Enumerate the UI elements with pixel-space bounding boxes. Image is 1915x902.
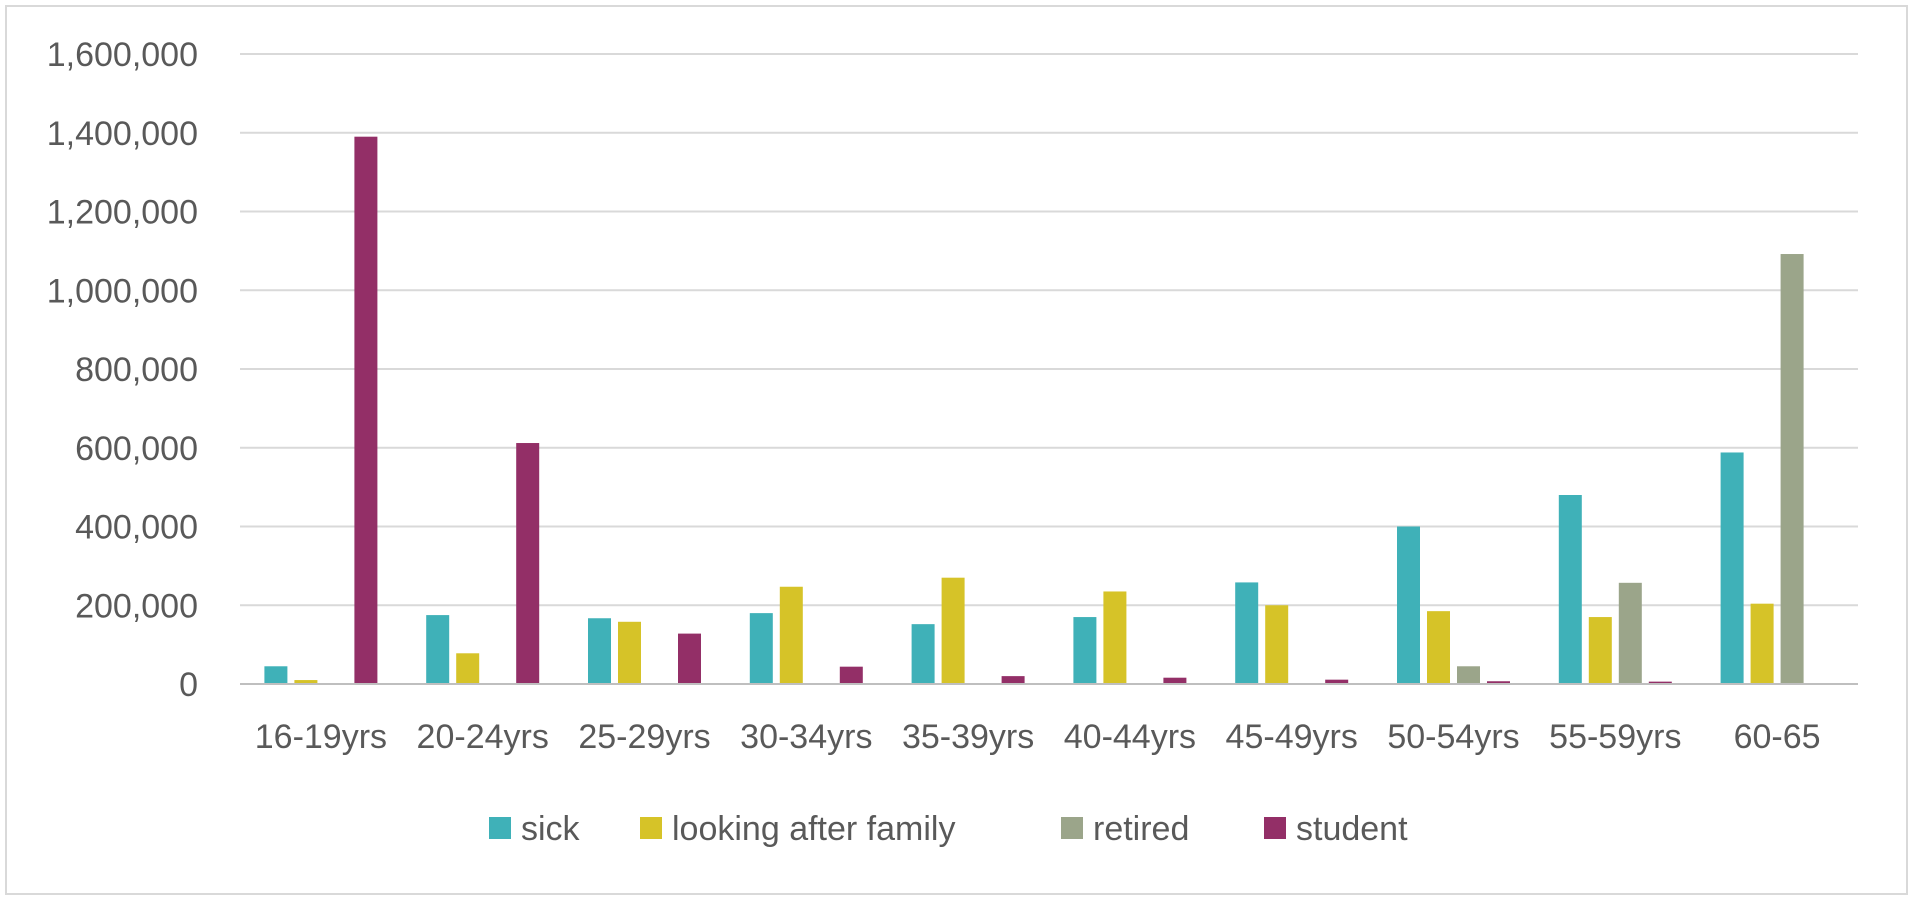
bars — [264, 136, 1804, 684]
legend: sick looking after family retired student — [489, 810, 1408, 848]
legend-swatch — [1061, 817, 1083, 839]
x-tick-label: 16-19yrs — [255, 718, 387, 756]
x-tick-label: 55-59yrs — [1549, 718, 1681, 756]
bar-looking-after-family-35-39yrs — [941, 577, 965, 684]
x-tick-label: 45-49yrs — [1226, 718, 1358, 756]
bar-retired-55-59yrs — [1618, 582, 1642, 684]
bar-sick-25-29yrs — [588, 618, 611, 684]
y-tick-label: 400,000 — [75, 509, 198, 547]
legend-item-student: student — [1264, 810, 1408, 848]
bar-student-50-54yrs — [1487, 681, 1510, 684]
chart-frame — [5, 5, 1908, 895]
bar-sick-30-34yrs — [749, 613, 773, 684]
bar-sick-55-59yrs — [1558, 495, 1582, 684]
y-tick-label: 800,000 — [75, 351, 198, 389]
bar-retired-60-65 — [1780, 254, 1804, 684]
y-tick-label: 200,000 — [75, 587, 198, 625]
y-tick-label: 600,000 — [75, 430, 198, 468]
x-tick-label: 25-29yrs — [578, 718, 710, 756]
bar-sick-45-49yrs — [1235, 582, 1259, 684]
y-tick-label: 0 — [179, 666, 198, 704]
bar-retired-50-54yrs — [1457, 666, 1480, 684]
bar-looking-after-family-30-34yrs — [779, 586, 803, 684]
x-tick-label: 40-44yrs — [1064, 718, 1196, 756]
x-tick-label: 50-54yrs — [1387, 718, 1519, 756]
legend-label: student — [1296, 810, 1408, 848]
legend-swatch — [1264, 817, 1286, 839]
bar-looking-after-family-16-19yrs — [294, 680, 318, 684]
bar-sick-50-54yrs — [1397, 526, 1420, 684]
y-tick-label: 1,200,000 — [47, 194, 198, 232]
x-tick-label: 60-65 — [1734, 718, 1821, 756]
bar-looking-after-family-20-24yrs — [456, 653, 480, 684]
legend-item-retired: retired — [1061, 810, 1189, 848]
x-tick-label: 35-39yrs — [902, 718, 1034, 756]
bar-student-25-29yrs — [678, 633, 701, 684]
bar-looking-after-family-60-65 — [1750, 603, 1774, 684]
legend-swatch — [640, 817, 662, 839]
bar-looking-after-family-45-49yrs — [1265, 605, 1289, 684]
y-tick-label: 1,600,000 — [47, 36, 198, 74]
bar-looking-after-family-50-54yrs — [1427, 611, 1450, 684]
bar-looking-after-family-40-44yrs — [1103, 591, 1127, 684]
bar-student-55-59yrs — [1648, 681, 1672, 684]
y-tick-label: 1,000,000 — [47, 272, 198, 310]
bar-looking-after-family-25-29yrs — [618, 621, 641, 684]
y-axis-tick-labels: 0 200,000 400,000 600,000 800,000 1,000,000 1,… — [47, 36, 198, 704]
bar-student-35-39yrs — [1001, 676, 1025, 684]
x-tick-label: 20-24yrs — [417, 718, 549, 756]
bar-student-45-49yrs — [1325, 679, 1349, 684]
bar-student-20-24yrs — [516, 443, 540, 684]
legend-label: retired — [1093, 810, 1189, 848]
legend-label: looking after family — [672, 810, 955, 848]
y-tick-label: 1,400,000 — [47, 115, 198, 153]
bar-sick-40-44yrs — [1073, 617, 1097, 684]
bar-sick-60-65 — [1720, 452, 1744, 684]
bar-student-30-34yrs — [839, 666, 863, 684]
legend-swatch — [489, 817, 511, 839]
bar-sick-20-24yrs — [426, 615, 450, 684]
bar-looking-after-family-55-59yrs — [1588, 617, 1612, 684]
x-tick-label: 30-34yrs — [740, 718, 872, 756]
bar-student-16-19yrs — [354, 136, 378, 684]
bar-sick-35-39yrs — [911, 624, 935, 684]
bar-student-40-44yrs — [1163, 677, 1187, 684]
bar-sick-16-19yrs — [264, 666, 288, 684]
gridlines — [240, 53, 1858, 607]
legend-item-looking-after-family: looking after family — [640, 810, 955, 848]
legend-label: sick — [521, 810, 581, 848]
legend-item-sick: sick — [489, 810, 581, 848]
x-axis-tick-labels: 16-19yrs 20-24yrs 25-29yrs 30-34yrs 35-39yrs… — [255, 718, 1821, 756]
